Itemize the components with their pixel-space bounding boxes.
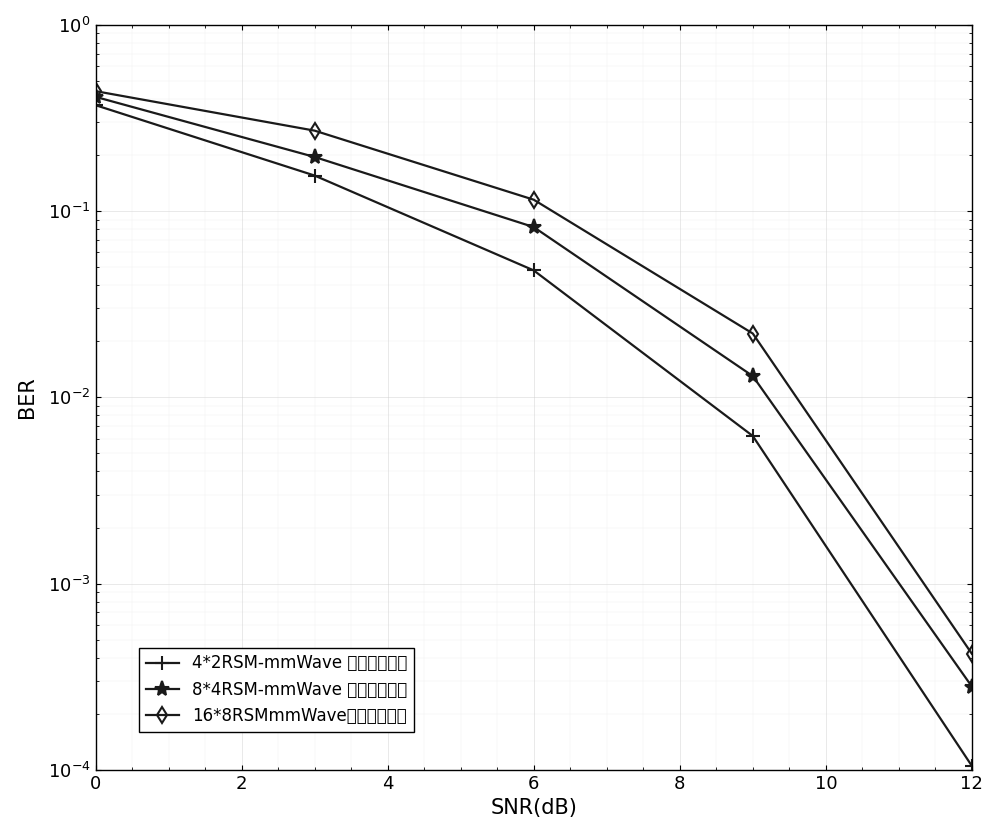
16*8RSMmmWave混合预编码后	[309, 125, 321, 135]
16*8RSMmmWave混合预编码后	[90, 86, 102, 96]
8*4RSM-mmWave 混合预编码后	[747, 371, 759, 381]
4*2RSM-mmWave 混合预编码后	[528, 266, 540, 276]
4*2RSM-mmWave 混合预编码后	[747, 431, 759, 441]
X-axis label: SNR(dB): SNR(dB)	[490, 798, 577, 818]
4*2RSM-mmWave 混合预编码后	[966, 761, 978, 771]
Line: 8*4RSM-mmWave 混合预编码后: 8*4RSM-mmWave 混合预编码后	[88, 89, 980, 694]
8*4RSM-mmWave 混合预编码后	[966, 681, 978, 691]
Line: 16*8RSMmmWave混合预编码后: 16*8RSMmmWave混合预编码后	[90, 85, 977, 660]
8*4RSM-mmWave 混合预编码后	[528, 222, 540, 232]
Legend: 4*2RSM-mmWave 混合预编码后, 8*4RSM-mmWave 混合预编码后, 16*8RSMmmWave混合预编码后: 4*2RSM-mmWave 混合预编码后, 8*4RSM-mmWave 混合预编…	[139, 648, 414, 731]
4*2RSM-mmWave 混合预编码后	[309, 170, 321, 180]
4*2RSM-mmWave 混合预编码后	[90, 100, 102, 110]
16*8RSMmmWave混合预编码后	[747, 328, 759, 338]
8*4RSM-mmWave 混合预编码后	[309, 152, 321, 162]
8*4RSM-mmWave 混合预编码后	[90, 92, 102, 102]
16*8RSMmmWave混合预编码后	[528, 195, 540, 205]
Y-axis label: BER: BER	[17, 377, 37, 418]
16*8RSMmmWave混合预编码后	[966, 649, 978, 659]
Line: 4*2RSM-mmWave 混合预编码后: 4*2RSM-mmWave 混合预编码后	[89, 99, 979, 773]
